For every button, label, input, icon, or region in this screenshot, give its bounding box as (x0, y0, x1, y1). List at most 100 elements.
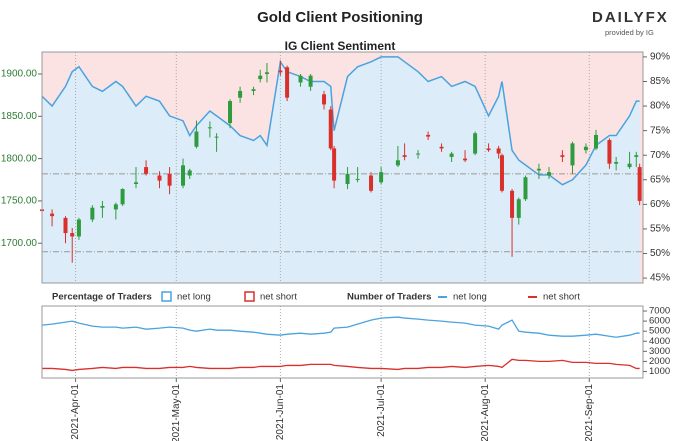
logo-sub: provided by IG (605, 28, 654, 37)
candle-body (187, 170, 192, 176)
candle-body (298, 75, 303, 83)
y2-tick-label: 70% (650, 150, 670, 161)
candle-body (473, 133, 478, 154)
panel-border (41, 305, 644, 379)
x-tick-label: 2021-May-01 (171, 384, 182, 441)
y-tick-label: 4000 (649, 336, 670, 347)
y-tick-label: 1900.00 (1, 69, 38, 80)
candle-body (496, 148, 501, 154)
trader-line (42, 358, 640, 372)
sentiment-line (41, 56, 640, 186)
candle-body (614, 162, 619, 164)
candle-body (583, 146, 588, 151)
candle-body (258, 75, 263, 80)
y-tick-label: 7000 (649, 306, 670, 317)
legend-title: Percentage of Traders (52, 292, 152, 303)
legend-label: net long (177, 292, 211, 303)
candle-body (332, 148, 337, 181)
candle-body (76, 219, 81, 237)
y-tick-label: 1750.00 (1, 196, 38, 207)
candle-body (345, 173, 350, 184)
candle-body (439, 146, 444, 149)
candle-body (285, 67, 290, 98)
panel-border (41, 51, 644, 284)
legend-swatch (161, 291, 172, 302)
candle-body (516, 199, 521, 218)
candle-body (607, 140, 612, 164)
candle-body (50, 213, 55, 217)
y-tick-label: 2000 (649, 356, 670, 367)
candle-body (194, 131, 199, 147)
candle-body (499, 155, 504, 191)
x-tick-label: 2021-Aug-01 (480, 384, 491, 441)
candle-body (634, 155, 639, 157)
legend-swatch (244, 291, 255, 302)
candle-body (328, 109, 333, 149)
candle-body (355, 178, 360, 180)
chart-title: Gold Client Positioning (257, 9, 423, 26)
y2-tick-label: 50% (650, 248, 670, 259)
candle-body (90, 207, 95, 220)
x-tick-label: 2021-Jul-01 (376, 384, 387, 437)
candle-body (207, 127, 212, 129)
y2-tick-label: 55% (650, 224, 670, 235)
y2-tick-label: 75% (650, 125, 670, 136)
y2-tick-label: 90% (650, 52, 670, 63)
candle-body (228, 101, 233, 124)
x-tick-label: 2021-Apr-01 (70, 384, 81, 440)
candle-body (120, 189, 125, 205)
candle-body (157, 175, 162, 181)
candle-body (369, 175, 374, 191)
candle-body (426, 134, 431, 137)
candle-body (379, 172, 384, 183)
candle-body (251, 89, 256, 91)
candle-body (134, 182, 139, 184)
y2-tick-label: 85% (650, 76, 670, 87)
candle-body (113, 204, 118, 210)
candle-body (402, 155, 407, 157)
candle-body (395, 160, 400, 166)
x-tick-label: 2021-Jun-01 (275, 384, 286, 441)
y2-tick-label: 80% (650, 101, 670, 112)
candle-body (214, 136, 219, 138)
y-tick-label: 1800.00 (1, 153, 38, 164)
y2-tick-label: 45% (650, 273, 670, 284)
candle-body (278, 70, 283, 73)
y-tick-label: 1850.00 (1, 111, 38, 122)
candle-body (308, 75, 313, 87)
candle-body (144, 167, 149, 174)
logo: DAILYFX (592, 9, 669, 26)
candle-body (486, 148, 491, 151)
legend-label: net long (453, 292, 487, 303)
candle-body (546, 172, 551, 176)
candle-body (463, 158, 468, 161)
candle-body (238, 90, 243, 98)
candle-body (181, 165, 186, 186)
candle-body (416, 153, 421, 155)
candle-body (63, 217, 68, 234)
legend-title: Number of Traders (347, 292, 431, 303)
candle-body (510, 190, 515, 218)
candle-body (593, 134, 598, 149)
candle-body (70, 233, 75, 237)
candle-body (167, 173, 172, 186)
legend-label: net short (260, 292, 297, 303)
y-tick-label: 6000 (649, 316, 670, 327)
candle-body (100, 206, 105, 208)
y2-tick-label: 60% (650, 199, 670, 210)
candle-body (322, 94, 327, 105)
trader-line (41, 316, 640, 338)
candle-body (536, 168, 541, 171)
candle-body (560, 155, 565, 157)
candle-body (264, 72, 269, 74)
y-tick-label: 1700.00 (1, 238, 38, 249)
y-tick-label: 5000 (649, 326, 670, 337)
candle-body (570, 143, 575, 166)
x-tick-label: 2021-Sep-01 (584, 384, 595, 441)
candle-body (627, 163, 632, 168)
y-tick-label: 3000 (649, 346, 670, 357)
legend-label: net short (543, 292, 580, 303)
candle-body (637, 167, 642, 201)
y-tick-label: 1000 (649, 366, 670, 377)
